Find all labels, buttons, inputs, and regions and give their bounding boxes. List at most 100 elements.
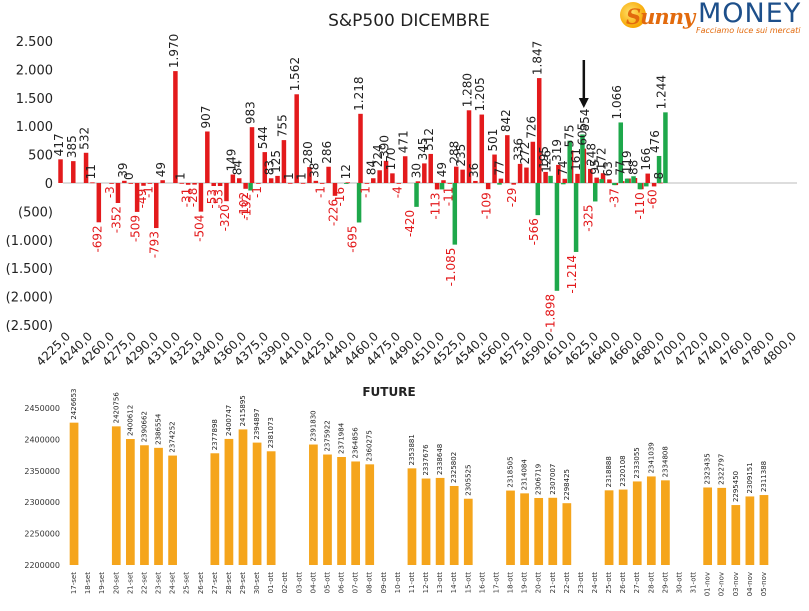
data-label: 88	[626, 160, 640, 175]
data-label: -29	[505, 188, 519, 208]
calls-bar	[173, 71, 178, 183]
calls-bar	[562, 178, 568, 183]
future-bar	[731, 505, 741, 565]
calls-bar	[288, 182, 293, 184]
future-x-tick-label: 29-ott	[661, 572, 669, 594]
future-value-label: 2400612	[126, 405, 134, 436]
future-bar	[125, 439, 135, 565]
chart-title: S&P500 DICEMBRE	[328, 11, 490, 31]
calls-bar	[236, 178, 242, 183]
future-bar	[266, 451, 276, 565]
calls-bar	[256, 183, 261, 184]
data-label: 575	[563, 124, 577, 147]
puts-bar	[567, 140, 572, 183]
future-y-tick-label: 2200000	[24, 561, 60, 570]
y-tick-label: (500)	[18, 205, 53, 220]
data-label: 149	[224, 149, 238, 172]
future-bar	[154, 447, 163, 565]
future-bar	[407, 468, 417, 565]
data-label: 286	[320, 141, 334, 164]
future-x-tick-label: 09-ott	[380, 572, 388, 594]
calls-bar	[530, 141, 536, 183]
future-value-label: 2309151	[746, 462, 754, 493]
future-value-label: 2323435	[704, 453, 712, 484]
data-label: 84	[365, 160, 379, 175]
future-x-tick-label: 28-ott	[647, 572, 655, 594]
calls-bar	[319, 183, 325, 184]
future-x-tick-label: 03-ott	[295, 572, 303, 594]
future-x-tick-label: 04-nov	[746, 572, 754, 596]
data-label: -420	[403, 210, 417, 237]
calls-bar	[83, 152, 89, 183]
calls-bar	[179, 182, 185, 184]
calls-bar	[371, 178, 376, 183]
future-x-tick-label: 19-set	[98, 572, 106, 594]
future-title: FUTURE	[362, 385, 415, 399]
calls-bar	[300, 182, 306, 184]
future-y-tick-label: 2250000	[24, 530, 60, 539]
future-value-label: 2400747	[225, 405, 233, 436]
puts-bar	[618, 122, 624, 183]
puts-bar	[548, 175, 553, 183]
logo-brand-first: Sunny	[626, 4, 695, 29]
calls-bar	[109, 183, 114, 184]
calls-bar	[588, 168, 593, 183]
data-label: 83	[263, 160, 277, 175]
data-label: -4	[390, 186, 404, 198]
future-bar	[506, 490, 515, 565]
calls-bar	[505, 135, 510, 183]
puts-bar	[644, 183, 649, 187]
calls-bar	[607, 179, 612, 183]
future-x-tick-label: 08-ott	[366, 572, 374, 594]
data-label: 471	[397, 130, 411, 153]
data-label: 0	[122, 172, 136, 180]
future-x-tick-label: 27-set	[211, 572, 219, 594]
puts-bar	[414, 183, 419, 207]
data-label: 501	[486, 129, 500, 152]
calls-bar	[96, 183, 102, 223]
future-x-tick-label: 03-nov	[732, 572, 740, 596]
future-value-label: 2390662	[140, 411, 148, 442]
future-value-label: 2391830	[309, 410, 317, 441]
future-bar	[562, 503, 572, 565]
data-label: -1.085	[444, 248, 458, 287]
future-x-tick-label: 20-set	[112, 572, 120, 594]
data-label: 49	[435, 162, 449, 177]
y-tick-label: 2.500	[16, 35, 53, 50]
data-label: -60	[646, 189, 660, 209]
data-label: -352	[109, 206, 123, 233]
future-x-tick-label: 30-set	[253, 572, 261, 594]
data-label: 1	[282, 172, 296, 180]
future-y-tick-label: 2450000	[24, 404, 60, 413]
calls-bar	[326, 166, 331, 183]
calls-bar	[498, 178, 504, 183]
data-label: 476	[648, 130, 662, 153]
calls-bar	[115, 183, 121, 203]
calls-bar	[198, 183, 204, 212]
future-bar	[604, 490, 614, 565]
calls-bar	[524, 167, 529, 183]
calls-bar	[58, 159, 63, 183]
data-label: 726	[524, 116, 538, 139]
future-x-tick-label: 27-ott	[633, 572, 641, 594]
calls-bar	[485, 183, 491, 190]
future-value-label: 2374252	[169, 421, 177, 452]
data-label: 126	[540, 150, 554, 173]
puts-bar	[637, 183, 643, 190]
puts-bar	[624, 178, 630, 183]
future-value-label: 2386554	[155, 413, 163, 445]
data-label: 235	[454, 144, 468, 167]
future-value-label: 2307007	[549, 464, 557, 495]
future-value-label: 2333055	[633, 447, 641, 478]
future-bar	[309, 444, 318, 565]
future-x-tick-label: 23-set	[155, 572, 163, 594]
calls-bar	[575, 173, 580, 183]
calls-bar	[479, 114, 485, 183]
calls-bar	[154, 183, 159, 229]
future-bar	[140, 445, 149, 565]
data-label: -28	[186, 188, 200, 208]
calls-bar	[345, 182, 350, 184]
future-x-tick-label: 26-set	[197, 572, 205, 594]
future-x-tick-label: 06-ott	[338, 572, 346, 594]
future-x-tick-label: 05-nov	[760, 572, 768, 596]
